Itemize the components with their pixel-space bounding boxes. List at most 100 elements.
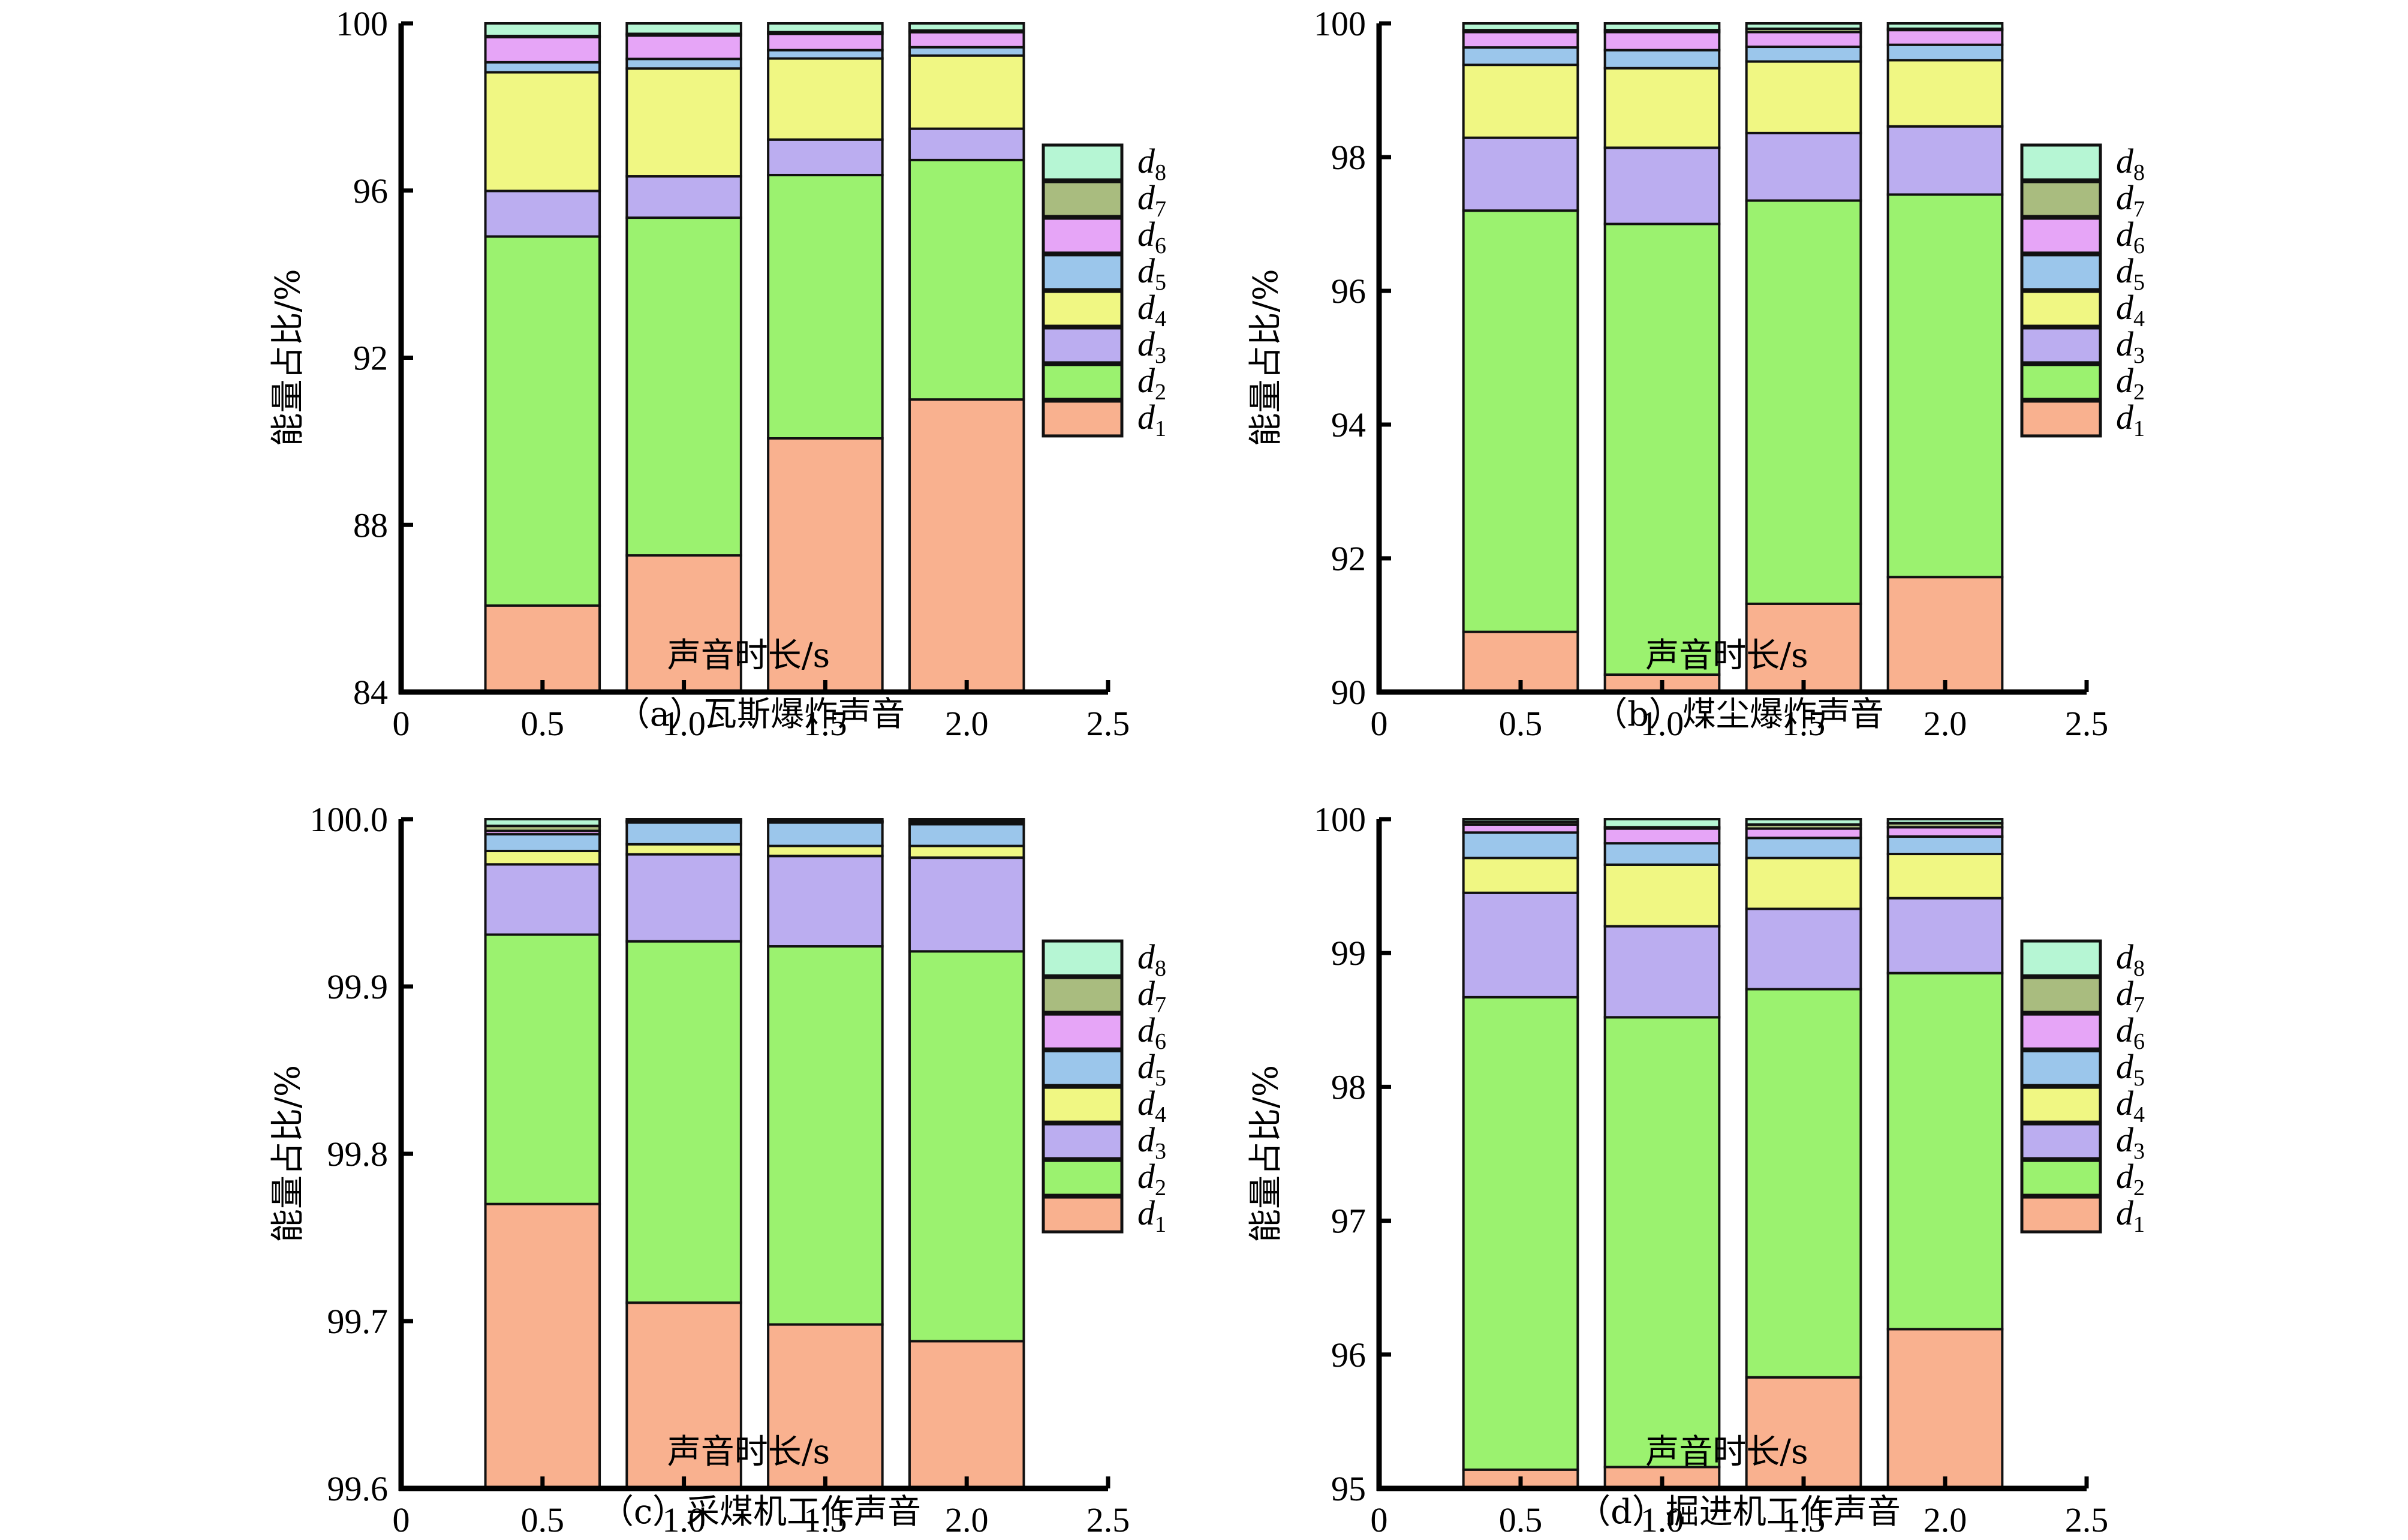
bar-segment-d6 xyxy=(484,35,601,64)
bar-segment-d2 xyxy=(1886,193,2004,579)
legend-swatch xyxy=(2020,939,2102,977)
bar-segment-d3 xyxy=(1462,136,1579,212)
bar-segment-d3 xyxy=(484,190,601,238)
bar-segment-d8 xyxy=(1603,818,1721,829)
legend-swatch xyxy=(2020,326,2102,365)
x-tick-label: 0 xyxy=(393,704,410,743)
x-tick-label: 1.5 xyxy=(1782,1500,1826,1539)
y-axis-title: 能量占比/% xyxy=(269,1065,308,1243)
bar-segment-d3 xyxy=(767,138,884,176)
bar-segment-d4 xyxy=(625,843,742,856)
bar-stack-2 xyxy=(908,818,1025,1490)
legend-item-d8: d8 xyxy=(1042,142,1166,185)
panel-caption: （d）掘进机工作声音 xyxy=(1577,1493,1901,1532)
bar-segment-d2 xyxy=(1745,988,1862,1379)
bar-segment-d3 xyxy=(625,175,742,219)
bar-segment-d2 xyxy=(625,216,742,557)
chart-panel-c: 99.6 99.7 99.8 99.9 100.0 0 0.5 1.0 1.5 2.0 2.5 声音时… xyxy=(269,800,1166,1539)
x-tick-label: 2.5 xyxy=(1086,1500,1130,1539)
bar-stack-0.5 xyxy=(484,818,601,1490)
bar-segment-d3 xyxy=(1745,907,1862,991)
legend-swatch xyxy=(1042,939,1124,977)
bar-stack-2 xyxy=(908,22,1025,693)
y-tick-label: 98 xyxy=(1331,1067,1366,1106)
legend-swatch xyxy=(2020,253,2102,291)
panel-caption: （c）采煤机工作声音 xyxy=(600,1493,921,1532)
bar-segment-d4 xyxy=(484,850,601,866)
bar-segment-d8 xyxy=(1462,818,1579,823)
bar-segment-d5 xyxy=(1462,831,1579,859)
y-tick-label: 99.8 xyxy=(327,1135,389,1174)
bar-segment-d2 xyxy=(625,940,742,1304)
bar-stack-1 xyxy=(625,818,742,1490)
x-tick-label: 0.5 xyxy=(521,704,565,743)
chart-panel-b: 90 92 94 96 98 100 0 0.5 1.0 1.5 2.0 2.5 声音时长/s 能量占比/… xyxy=(1247,4,2145,743)
x-axis-title: 声音时长/s xyxy=(1645,636,1808,675)
bar-segment-d3 xyxy=(1603,146,1721,225)
bar-segment-d3 xyxy=(1886,897,2004,974)
legend-swatch xyxy=(2020,143,2102,182)
legend-swatch xyxy=(2020,1122,2102,1160)
legend-swatch xyxy=(2020,976,2102,1014)
y-tick-label: 100 xyxy=(336,4,388,43)
legend-swatch xyxy=(2020,1159,2102,1197)
bar-segment-d4 xyxy=(908,844,1025,859)
legend-swatch xyxy=(2020,1012,2102,1051)
bar-segment-d4 xyxy=(908,54,1025,130)
legend-label: d7 xyxy=(1137,974,1166,1018)
bar-segment-d3 xyxy=(1886,125,2004,196)
y-tick-label: 88 xyxy=(353,506,388,545)
legend-item-d6: d6 xyxy=(2020,1010,2145,1054)
bar-segment-d5 xyxy=(1886,835,2004,856)
x-tick-label: 1.0 xyxy=(662,1500,706,1539)
legend-item-d6: d6 xyxy=(1042,215,1166,258)
x-tick-label: 2.0 xyxy=(1924,1500,1967,1539)
bar-segment-d8 xyxy=(1745,818,1862,826)
legend-swatch xyxy=(1042,1012,1124,1051)
y-tick-label: 100 xyxy=(1314,4,1366,43)
legend-swatch xyxy=(2020,363,2102,401)
bar-segment-d6 xyxy=(1745,31,1862,49)
bar-segment-d6 xyxy=(1462,823,1579,834)
legend-label: d6 xyxy=(1137,215,1166,258)
bar-stack-1 xyxy=(625,22,742,694)
bar-stack-1.5 xyxy=(767,818,884,1490)
x-tick-label: 2.5 xyxy=(2065,1500,2109,1539)
bar-segment-d2 xyxy=(1603,1016,1721,1469)
bar-segment-d8 xyxy=(1886,818,2004,825)
bar-stack-2 xyxy=(1886,818,2004,1490)
y-tick-label: 96 xyxy=(1331,272,1366,311)
x-axis-title: 声音时长/s xyxy=(667,636,830,675)
legend-label: d7 xyxy=(1137,178,1166,222)
bar-segment-d4 xyxy=(1603,863,1721,928)
y-axis-title: 能量占比/% xyxy=(269,269,308,446)
legend-label: d1 xyxy=(2116,1193,2145,1237)
y-tick-label: 98 xyxy=(1331,138,1366,177)
legend-item-d2: d2 xyxy=(2020,361,2145,405)
bar-segment-d8 xyxy=(484,22,601,37)
legend-item-d8: d8 xyxy=(2020,142,2145,185)
x-tick-label: 0 xyxy=(393,1500,410,1539)
legend-swatch xyxy=(1042,976,1124,1014)
bar-segment-d8 xyxy=(625,818,742,822)
bar-segment-d4 xyxy=(1886,59,2004,128)
bar-segment-d1 xyxy=(484,1202,601,1490)
bar-segment-d6 xyxy=(1603,827,1721,845)
x-tick-label: 2.5 xyxy=(2065,704,2109,743)
chart-panel-a: 84 88 92 96 100 0 0.5 1.0 1.5 2.0 2.5 声音时长/s 能量占比/% （… xyxy=(269,4,1166,743)
bar-segment-d3 xyxy=(1745,131,1862,202)
x-tick-label: 0.5 xyxy=(521,1500,565,1539)
legend-item-d8: d8 xyxy=(2020,937,2145,981)
legend-label: d8 xyxy=(2116,937,2145,981)
legend-label: d5 xyxy=(2116,1047,2145,1091)
legend-swatch xyxy=(1042,326,1124,365)
x-tick-label: 2.5 xyxy=(1086,704,1130,743)
bar-segment-d6 xyxy=(1886,29,2004,46)
bar-segment-d4 xyxy=(484,71,601,192)
legend-item-d3: d3 xyxy=(2020,1120,2145,1164)
bar-stack-0.5 xyxy=(1462,818,1579,1490)
y-tick-label: 92 xyxy=(1331,539,1366,578)
y-tick-label: 99.7 xyxy=(327,1302,389,1341)
panel-caption: （a）瓦斯爆炸声音 xyxy=(616,695,905,734)
legend-item-d6: d6 xyxy=(1042,1010,1166,1054)
